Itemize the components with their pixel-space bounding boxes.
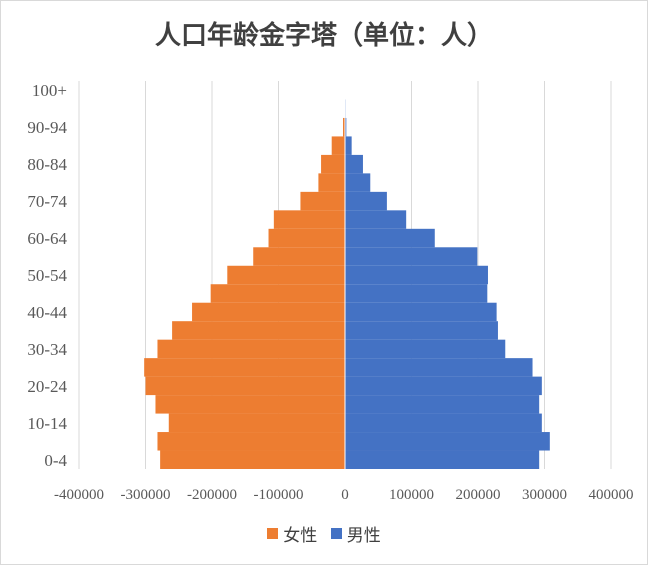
- legend-label-male: 男性: [346, 526, 381, 546]
- y-tick-label: 90-94: [27, 118, 67, 137]
- bar-female-40-44: [192, 302, 345, 322]
- bar-female-70-74: [300, 191, 345, 211]
- bars-group: [144, 81, 550, 469]
- x-tick-labels: -400000 -300000 -200000 -100000 0 100000 20000…: [54, 487, 634, 503]
- bar-female-65-69: [273, 210, 345, 229]
- bar-male-30-34: [345, 339, 506, 359]
- bar-male-80-84: [345, 154, 363, 174]
- legend-swatch-male: [330, 528, 342, 539]
- bar-female-5-9: [157, 432, 345, 451]
- bar-male-25-29: [345, 358, 533, 377]
- bar-male-40-44: [345, 302, 497, 322]
- bar-female-85-89: [331, 136, 345, 155]
- y-tick-label: 30-34: [27, 340, 67, 359]
- bar-male-20-24: [345, 376, 542, 396]
- y-tick-label: 80-84: [27, 155, 67, 174]
- y-tick-label: 100+: [32, 81, 67, 100]
- y-tick-label: 40-44: [27, 303, 67, 322]
- bar-male-90-94: [345, 117, 347, 137]
- bar-female-75-79: [318, 173, 345, 192]
- bar-female-55-59: [253, 247, 345, 266]
- legend-item-female: 女性: [267, 521, 317, 546]
- y-tick-label: 0-4: [44, 451, 67, 470]
- bar-female-30-34: [157, 339, 345, 359]
- bar-female-20-24: [145, 376, 345, 396]
- bar-female-35-39: [172, 321, 345, 340]
- x-tick-label: 0: [341, 487, 349, 503]
- x-tick-label: -400000: [54, 487, 104, 503]
- y-tick-label: 50-54: [27, 266, 67, 285]
- x-tick-label: 400000: [589, 487, 634, 503]
- x-tick-label: -200000: [187, 487, 237, 503]
- bar-male-15-19: [345, 395, 540, 414]
- bar-female-50-54: [227, 265, 345, 285]
- bar-female-15-19: [155, 395, 345, 414]
- y-tick-label: 10-14: [27, 414, 67, 433]
- bar-male-60-64: [345, 228, 435, 248]
- bar-female-80-84: [321, 154, 345, 174]
- bar-female-25-29: [144, 358, 345, 377]
- x-tick-label: 300000: [522, 487, 567, 503]
- y-tick-label: 60-64: [27, 229, 67, 248]
- y-tick-label: 20-24: [27, 377, 67, 396]
- legend-label-female: 女性: [283, 526, 318, 546]
- chart-title: 人口年龄金字塔（单位：人）: [154, 21, 493, 51]
- bar-female-0-4: [160, 450, 345, 469]
- legend-swatch-female: [267, 528, 279, 539]
- bar-female-45-49: [210, 284, 345, 303]
- legend: 女性 男性: [1, 521, 647, 546]
- bar-male-45-49: [345, 284, 488, 303]
- bar-male-50-54: [345, 265, 488, 285]
- x-tick-label: 200000: [456, 487, 501, 503]
- x-tick-label: -100000: [254, 487, 304, 503]
- bar-male-65-69: [345, 210, 407, 229]
- bar-male-70-74: [345, 191, 387, 211]
- x-tick-label: -300000: [121, 487, 171, 503]
- legend-item-male: 男性: [330, 521, 381, 546]
- bar-female-60-64: [268, 228, 345, 248]
- bar-female-90-94: [343, 117, 345, 137]
- bar-female-10-14: [168, 413, 345, 433]
- bar-male-85-89: [345, 136, 352, 155]
- bar-male-35-39: [345, 321, 498, 340]
- y-tick-labels: 0-4 10-14 20-24 30-34 40-44 50-54 60-64 70-74 80…: [27, 81, 67, 470]
- x-tick-label: 100000: [389, 487, 434, 503]
- bar-male-5-9: [345, 432, 550, 451]
- bar-male-55-59: [345, 247, 478, 266]
- bar-male-75-79: [345, 173, 371, 192]
- y-tick-label: 70-74: [27, 192, 67, 211]
- bar-male-10-14: [345, 413, 542, 433]
- bar-male-0-4: [345, 450, 540, 469]
